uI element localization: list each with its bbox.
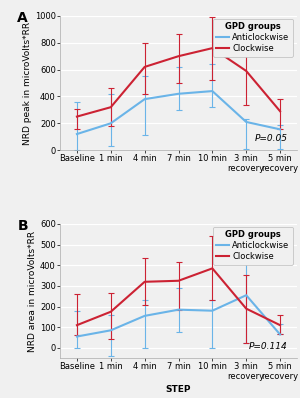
Text: A: A (17, 11, 28, 25)
Text: P=0.114: P=0.114 (249, 343, 287, 351)
Text: B: B (17, 219, 28, 232)
Anticlockwise (75, 334, 79, 339)
Clockwise (278, 109, 282, 113)
Clockwise (75, 114, 79, 119)
Anticlockwise (278, 332, 282, 337)
Anticlockwise (211, 89, 214, 94)
Clockwise (244, 306, 248, 311)
Clockwise (109, 309, 112, 314)
Anticlockwise (278, 127, 282, 132)
Clockwise (211, 266, 214, 271)
Y-axis label: NRD peak in microVolts*RR: NRD peak in microVolts*RR (23, 21, 32, 144)
Line: Clockwise: Clockwise (77, 48, 280, 117)
Clockwise (109, 105, 112, 109)
Anticlockwise (143, 314, 146, 318)
Anticlockwise (143, 97, 146, 101)
Anticlockwise (211, 308, 214, 313)
Anticlockwise (109, 121, 112, 126)
Y-axis label: NRD area in microVolts*RR: NRD area in microVolts*RR (28, 230, 37, 352)
X-axis label: STEP: STEP (166, 385, 191, 394)
Line: Anticlockwise: Anticlockwise (77, 295, 280, 337)
Clockwise (177, 278, 180, 283)
Legend: Anticlockwise, Clockwise: Anticlockwise, Clockwise (213, 19, 293, 57)
Anticlockwise (177, 307, 180, 312)
Anticlockwise (75, 132, 79, 137)
Clockwise (143, 279, 146, 284)
Clockwise (75, 323, 79, 328)
Text: P=0.05: P=0.05 (254, 135, 287, 143)
Clockwise (244, 68, 248, 73)
Clockwise (177, 54, 180, 59)
Anticlockwise (109, 328, 112, 333)
Line: Anticlockwise: Anticlockwise (77, 91, 280, 134)
Clockwise (211, 46, 214, 51)
Anticlockwise (244, 293, 248, 298)
Line: Clockwise: Clockwise (77, 268, 280, 325)
Legend: Anticlockwise, Clockwise: Anticlockwise, Clockwise (213, 227, 293, 265)
Clockwise (143, 64, 146, 69)
Clockwise (278, 323, 282, 328)
Anticlockwise (244, 119, 248, 124)
Anticlockwise (177, 92, 180, 96)
